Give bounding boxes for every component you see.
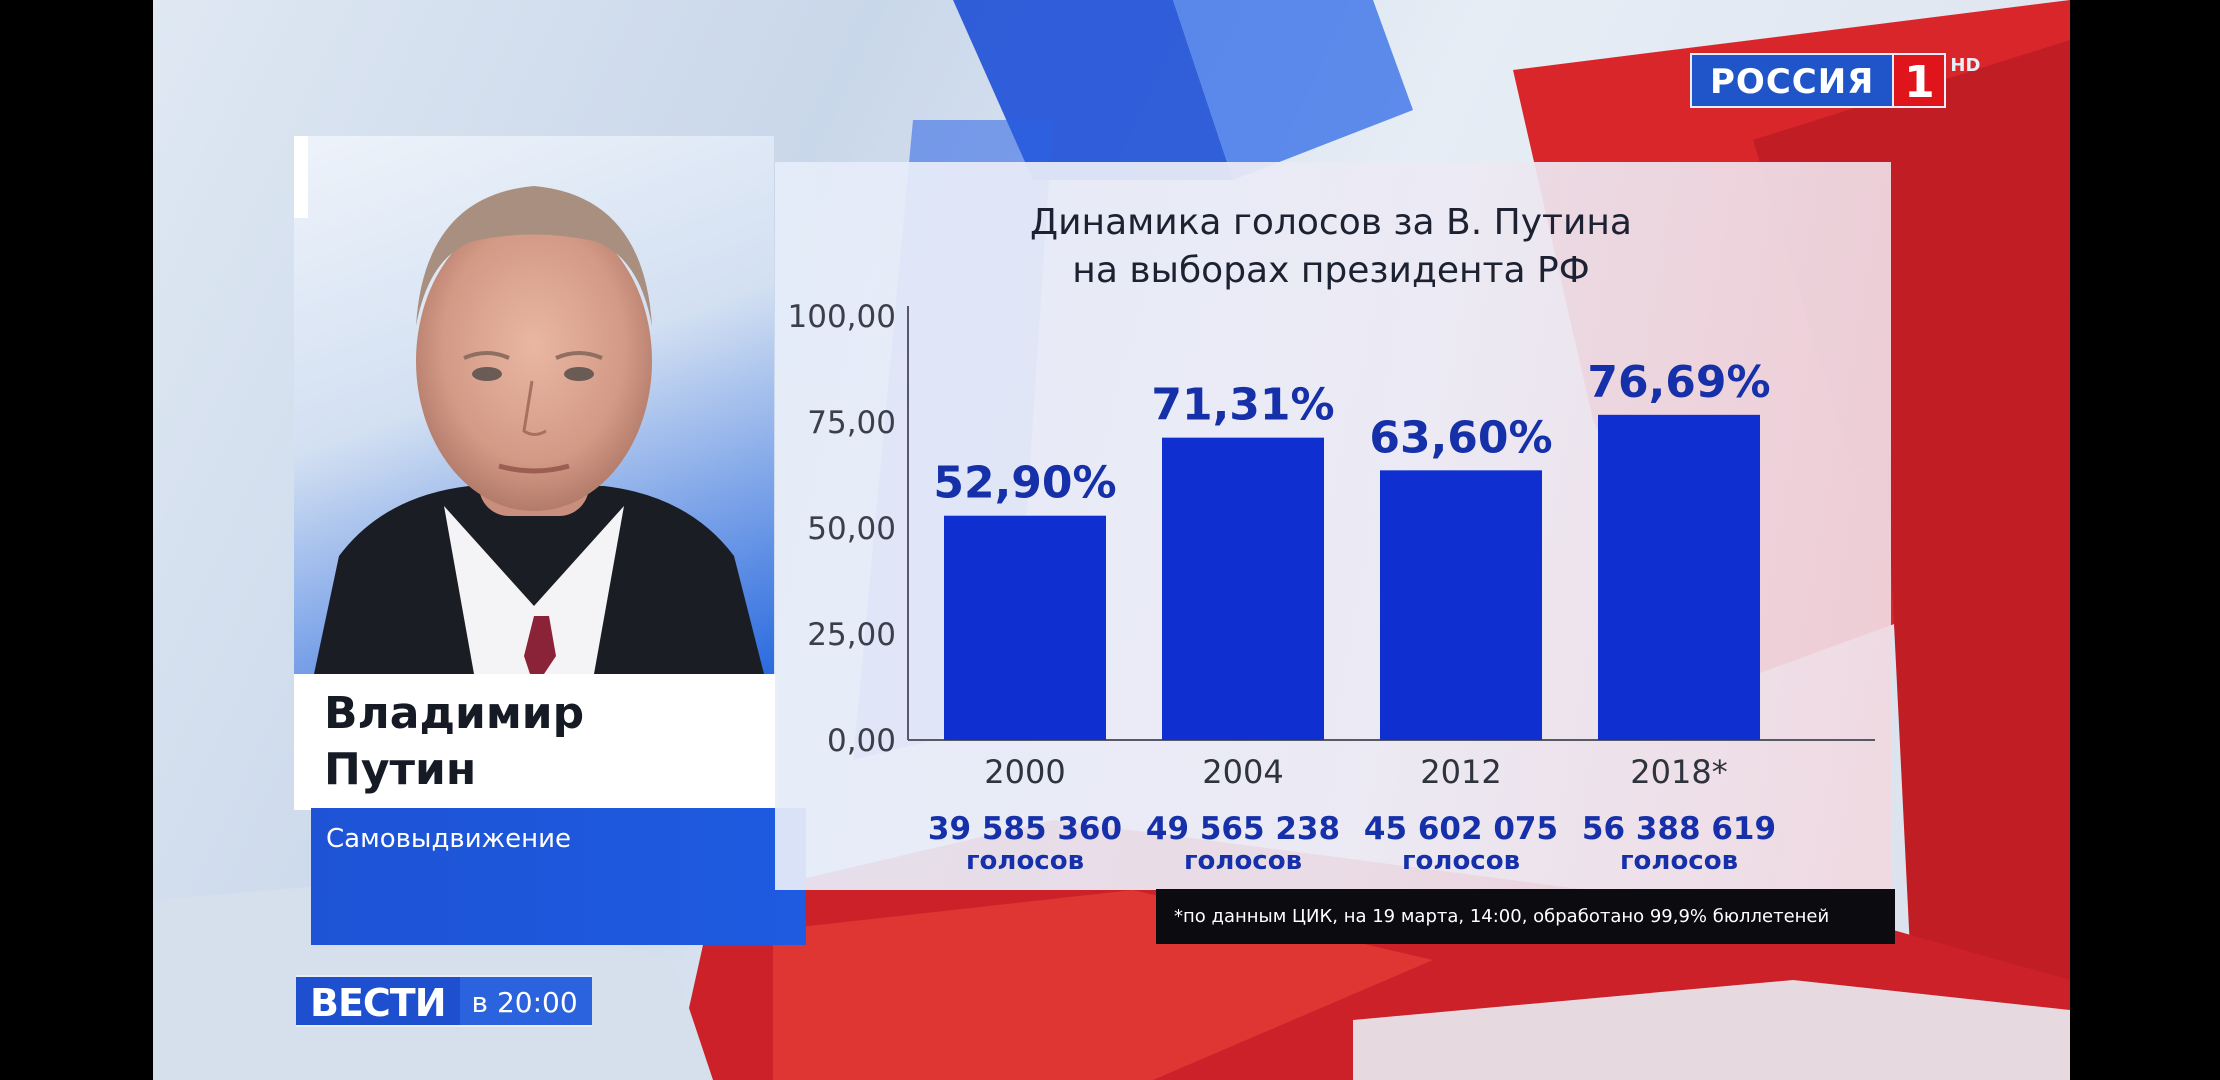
vote-dynamics-chart: Динамика голосов за В. Путина на выборах … [788,202,1875,876]
program-bug: ВЕСТИ в 20:00 [296,975,592,1027]
name-card: Владимир Путин [294,674,779,810]
portrait-image [314,186,764,674]
vote-unit-label: голосов [1620,846,1738,876]
y-tick-label: 25,00 [807,617,896,653]
bar-2018 [1598,414,1760,740]
bar-value-label: 63,60% [1369,412,1552,463]
chart-title-line: на выборах президента РФ [1072,250,1589,291]
x-tick-label: 2012 [1420,753,1501,791]
channel-number: 1 [1894,53,1947,108]
person-last-name: Путин [324,744,477,795]
bar-2004 [1162,437,1324,740]
chart-title-line: Динамика голосов за В. Путина [1030,202,1632,243]
vote-unit-label: голосов [1184,846,1302,876]
program-time: в 20:00 [459,975,592,1027]
chart-panel: Динамика голосов за В. Путина на выборах … [775,162,1891,890]
portrait-panel [294,136,774,674]
bar-value-label: 71,31% [1151,380,1334,431]
channel-logo: РОССИЯ 1 HD [1690,53,1980,108]
vote-unit-label: голосов [966,846,1084,876]
channel-name: РОССИЯ [1690,53,1895,108]
vote-count-label: 45 602 075 [1364,811,1558,847]
y-tick-label: 50,00 [807,511,896,547]
person-party: Самовыдвижение [326,824,571,854]
x-tick-label: 2018* [1630,753,1727,791]
person-first-name: Владимир [324,688,585,739]
vote-unit-label: голосов [1402,846,1520,876]
x-tick-label: 2004 [1202,753,1283,791]
footnote-box: *по данным ЦИК, на 19 марта, 14:00, обра… [1156,889,1895,944]
y-tick-label: 0,00 [827,723,896,759]
x-tick-label: 2000 [984,753,1065,791]
vote-count-label: 39 585 360 [928,811,1122,847]
program-name: ВЕСТИ [296,975,460,1027]
y-tick-label: 75,00 [807,405,896,441]
y-tick-label: 100,00 [788,299,896,335]
footnote-text: *по данным ЦИК, на 19 марта, 14:00, обра… [1174,906,1830,927]
channel-hd-badge: HD [1950,55,1981,76]
bar-2012 [1380,470,1542,740]
panel-accent-bar [294,136,308,218]
party-card: Самовыдвижение [311,808,806,945]
bar-value-label: 52,90% [933,458,1116,509]
broadcast-frame: Владимир Путин Самовыдвижение Динамика г… [153,0,2070,1080]
bar-value-label: 76,69% [1587,357,1770,408]
vote-count-label: 56 388 619 [1582,811,1776,847]
vote-count-label: 49 565 238 [1146,811,1340,847]
bar-2000 [944,515,1106,740]
